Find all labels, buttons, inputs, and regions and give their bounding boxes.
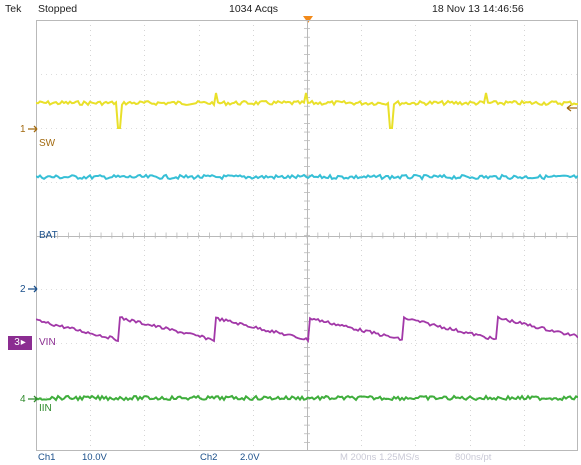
trace-iin	[36, 394, 578, 402]
datetime: 18 Nov 13 14:46:56	[432, 3, 524, 15]
scale-readout-bar: Ch1 10.0V Ch2 2.0V M 200ns 1.25MS/s 800n…	[0, 451, 581, 465]
channel-2-marker[interactable]: 2	[20, 284, 40, 295]
trace-vin	[36, 315, 578, 344]
channel-3-marker[interactable]: 3▸	[8, 336, 32, 350]
channel-label-iin: IIN	[39, 403, 52, 414]
trace-sw	[36, 92, 578, 129]
ch1-scale: 10.0V	[82, 452, 107, 463]
ch2-name: Ch2	[200, 452, 218, 463]
status-bar: Tek Stopped 1034 Acqs 18 Nov 13 14:46:56	[0, 0, 581, 20]
ch1-name: Ch1	[38, 452, 56, 463]
scope-display: SW BAT VIN IIN	[36, 20, 578, 451]
brand-label: Tek	[5, 3, 22, 15]
channel-label-bat: BAT	[39, 230, 58, 241]
graticule	[36, 20, 578, 451]
channel-4-marker[interactable]: 4	[20, 394, 40, 405]
trigger-level-arrow-icon[interactable]	[566, 103, 578, 113]
trigger-position-marker[interactable]	[303, 16, 313, 23]
channel-1-marker[interactable]: 1	[20, 124, 40, 135]
channel-label-sw: SW	[39, 138, 56, 149]
sample-rate-readout: 800ns/pt	[455, 452, 492, 463]
trace-bat	[36, 173, 578, 181]
run-state: Stopped	[38, 3, 78, 15]
timebase-readout: M 200ns 1.25MS/s	[340, 452, 420, 463]
channel-label-vin: VIN	[39, 337, 56, 348]
acquisition-count: 1034 Acqs	[229, 3, 279, 15]
ch2-scale: 2.0V	[240, 452, 260, 463]
